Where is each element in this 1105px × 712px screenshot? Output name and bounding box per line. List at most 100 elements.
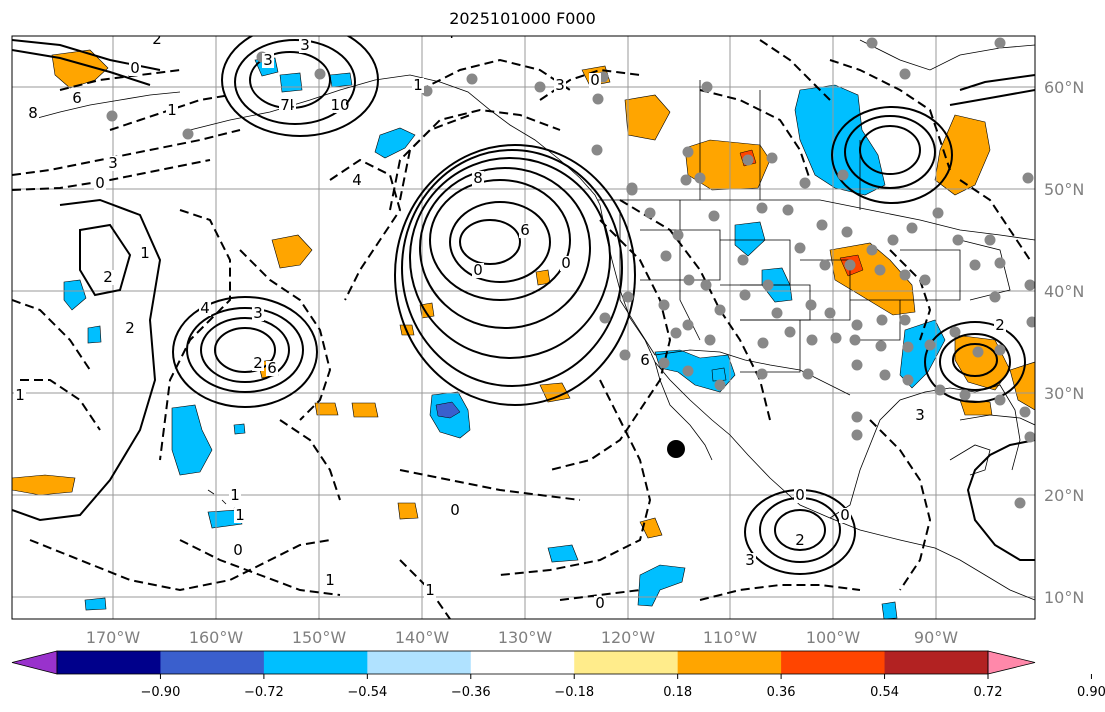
station-dot — [658, 299, 670, 311]
contour-label: 1 — [325, 571, 335, 589]
contour-label-background — [794, 488, 806, 503]
solid-contour — [831, 106, 953, 204]
colorbar-tick-label: −0.54 — [347, 685, 387, 700]
station-dot — [680, 174, 692, 186]
longitude-label: 130°W — [498, 628, 553, 647]
map-panel — [12, 36, 1035, 619]
station-dot — [708, 210, 720, 222]
station-dot — [830, 332, 842, 344]
station-dot — [182, 128, 194, 140]
station-dot — [805, 299, 817, 311]
baja-coastline — [654, 361, 713, 461]
contour-label: 3 — [915, 406, 925, 424]
station-dot — [806, 334, 818, 346]
station-dot — [782, 204, 794, 216]
aleutian-islands — [29, 91, 181, 121]
contour-label-background — [229, 488, 241, 503]
dashed-contour — [59, 69, 181, 91]
negative-area — [794, 84, 886, 196]
colorbar-segment — [263, 651, 368, 674]
station-dot — [959, 389, 971, 401]
station-dot — [1019, 406, 1031, 418]
contour-label: 1 — [235, 506, 245, 524]
station-dot — [902, 374, 914, 386]
longitude-labels: 170°W 160°W 150°W 140°W 130°W 120°W 110°W 100°W… — [86, 628, 958, 647]
contour-label: 3 — [253, 304, 263, 322]
contour-label-background — [266, 361, 278, 376]
contour-label: 1 — [413, 76, 423, 94]
station-dot — [851, 411, 863, 423]
state-line — [900, 249, 961, 301]
contour-label: 8 — [28, 104, 38, 122]
solid-contour — [200, 317, 290, 383]
solid-contour — [952, 343, 998, 377]
contour-label-background — [252, 306, 264, 321]
contour-label: 1 — [15, 386, 25, 404]
station-dot — [851, 429, 863, 441]
dashed-contour — [239, 249, 332, 421]
longitude-label: 170°W — [86, 628, 141, 647]
contour-label-background — [560, 256, 572, 271]
latitude-label: 60°N — [1044, 78, 1084, 97]
station-dot — [714, 304, 726, 316]
colorbar-tick-label: 0.18 — [663, 685, 692, 700]
station-markers — [106, 37, 1035, 509]
station-dot — [874, 264, 886, 276]
dashed-contours — [12, 39, 1031, 619]
colorbar-segment — [367, 651, 472, 674]
station-dot — [757, 337, 769, 349]
solid-contour — [429, 179, 571, 301]
dashed-contour — [279, 419, 341, 501]
colorbar-tick-label: −0.36 — [451, 685, 491, 700]
contour-label: 1 — [230, 486, 240, 504]
dashed-contour — [419, 58, 571, 91]
contour-label: 6 — [72, 89, 82, 107]
contour-label-background — [839, 508, 851, 523]
dashed-contour — [959, 179, 1031, 261]
dashed-contour — [159, 209, 231, 461]
contour-label: 4 — [445, 24, 455, 42]
longitude-label: 120°W — [601, 628, 656, 647]
contour-label-background — [252, 356, 264, 371]
contour-label: 3 — [300, 36, 310, 54]
negative-area — [84, 597, 107, 611]
contour-label: 0 — [590, 71, 600, 89]
station-dot — [824, 307, 836, 319]
station-dot — [694, 172, 706, 184]
us-mexico-border — [654, 349, 851, 396]
colorbar-segment — [574, 651, 679, 674]
contour-label: 0 — [233, 541, 243, 559]
longitude-label: 90°W — [914, 628, 958, 647]
contour-label: 0 — [595, 594, 605, 612]
station-dot — [701, 81, 713, 93]
contour-label-background — [444, 36, 456, 41]
contour-label: 8 — [473, 169, 483, 187]
positive-area — [397, 502, 419, 520]
contour-label: 3 — [745, 551, 755, 569]
station-dot — [1026, 316, 1035, 328]
contour-label-background — [334, 98, 346, 113]
positive-area — [12, 474, 76, 496]
station-dot — [1024, 279, 1035, 291]
contour-label-background — [234, 508, 246, 523]
station-dot — [849, 334, 861, 346]
dashed-contour — [699, 584, 861, 601]
station-dot — [1014, 497, 1026, 509]
dashed-contour — [759, 39, 831, 101]
station-dot — [682, 146, 694, 158]
contour-label-background — [129, 61, 141, 76]
station-dot — [704, 334, 716, 346]
colorbar-tick-label: 0.90 — [1077, 685, 1105, 700]
station-dot — [534, 81, 546, 93]
solid-contour — [419, 167, 591, 329]
hudson-bay — [859, 39, 1035, 71]
contour-label: 10 — [330, 96, 349, 114]
dashed-contour — [389, 114, 471, 211]
solid-contour — [186, 307, 304, 393]
station-dot — [660, 250, 672, 262]
negative-area — [899, 319, 946, 389]
contour-label: 1 — [425, 581, 435, 599]
positive-area — [271, 234, 313, 269]
latitude-label: 20°N — [1044, 486, 1084, 505]
contour-label: 0 — [95, 174, 105, 192]
